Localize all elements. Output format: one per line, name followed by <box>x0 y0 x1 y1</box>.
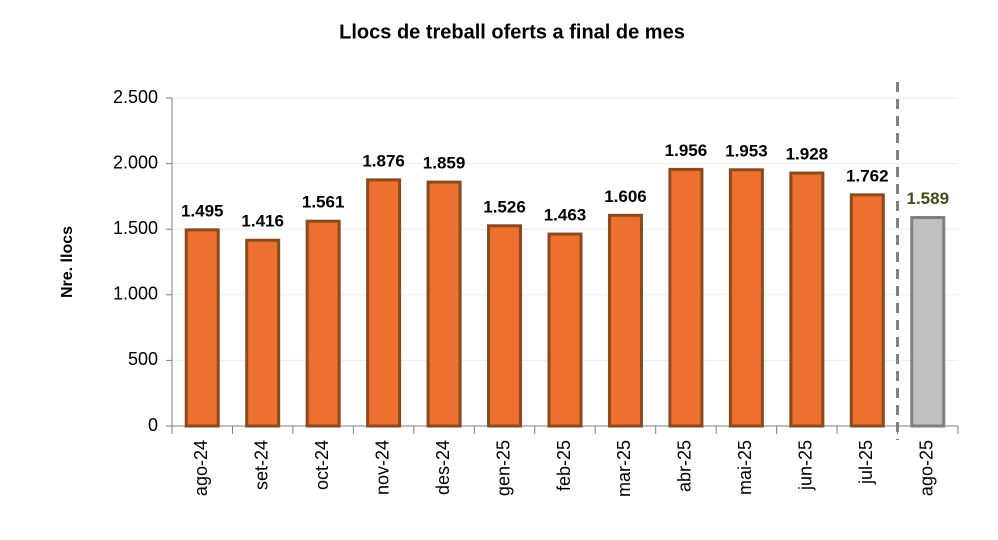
x-tick-label: gen-25 <box>493 440 513 496</box>
value-label: 1.928 <box>786 145 829 164</box>
bar <box>426 180 462 428</box>
x-tick-label: jul-25 <box>856 440 876 485</box>
bar <box>366 178 402 428</box>
x-tick-label: feb-25 <box>554 440 574 491</box>
bar <box>910 216 946 428</box>
value-label: 1.876 <box>362 151 405 170</box>
value-label: 1.762 <box>846 166 889 185</box>
bar <box>487 224 523 428</box>
value-label: 1.956 <box>665 141 708 160</box>
x-tick-label: oct-24 <box>312 440 332 490</box>
bar <box>305 219 341 428</box>
value-label: 1.953 <box>725 141 768 160</box>
x-tick-label: set-24 <box>251 440 271 490</box>
value-label: 1.416 <box>241 212 284 231</box>
x-tick-label: ago-25 <box>917 440 937 496</box>
y-tick-label: 0 <box>148 415 158 435</box>
value-label: 1.859 <box>423 154 466 173</box>
x-tick-label: ago-24 <box>191 440 211 496</box>
value-label: 1.589 <box>906 189 949 208</box>
x-tick-label: mai-25 <box>735 440 755 495</box>
y-tick-label: 2.500 <box>113 87 158 107</box>
y-tick-label: 500 <box>128 349 158 369</box>
value-label: 1.463 <box>544 206 587 225</box>
y-tick-label: 2.000 <box>113 152 158 172</box>
bar <box>184 228 220 428</box>
x-tick-label: abr-25 <box>675 440 695 492</box>
value-label: 1.495 <box>181 201 224 220</box>
x-tick-label: nov-24 <box>372 440 392 495</box>
value-label: 1.526 <box>483 197 526 216</box>
x-tick-label: des-24 <box>433 440 453 495</box>
value-label: 1.606 <box>604 187 647 206</box>
bar <box>849 193 885 428</box>
bar <box>728 168 764 428</box>
x-tick-label: mar-25 <box>614 440 634 497</box>
value-label: 1.561 <box>302 193 345 212</box>
bar <box>789 171 825 428</box>
y-tick-label: 1.500 <box>113 218 158 238</box>
bar <box>245 238 281 428</box>
chart-title: Llocs de treball oferts a final de mes <box>339 21 685 43</box>
y-tick-label: 1.000 <box>113 284 158 304</box>
y-axis-label: Nre. llocs <box>59 226 76 298</box>
x-tick-label: jun-25 <box>796 440 816 491</box>
bar <box>668 167 704 428</box>
bar <box>547 232 583 428</box>
bar <box>607 213 643 428</box>
